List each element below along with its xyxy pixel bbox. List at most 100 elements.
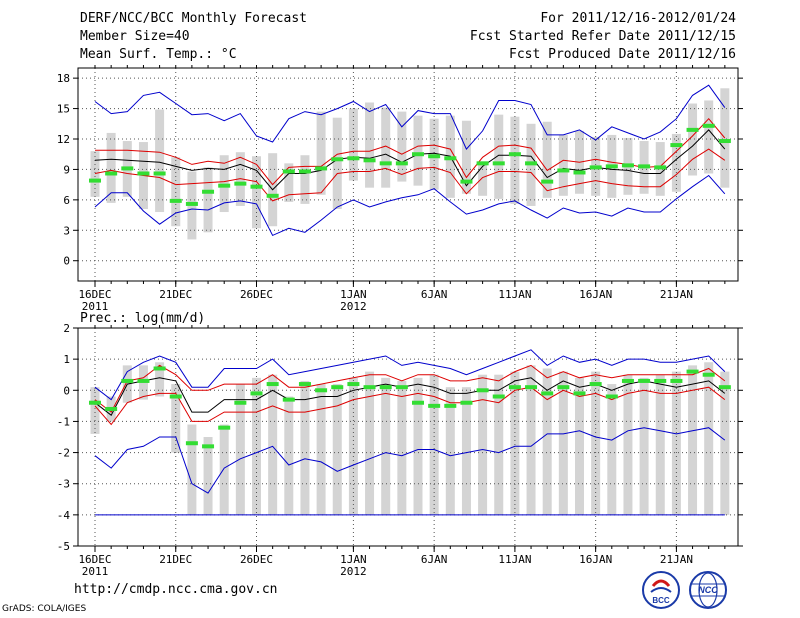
temperature-spread-box-23 (461, 120, 471, 194)
precipitation-median-marker-13 (298, 382, 311, 387)
precipitation-ytick-label-1: 1 (63, 353, 70, 366)
temperature-median-marker-9 (234, 181, 247, 186)
precipitation-spread-box-23 (461, 387, 471, 515)
precipitation-median-marker-29 (557, 385, 570, 390)
precipitation-median-marker-31 (589, 382, 602, 387)
temperature-spread-box-18 (381, 107, 391, 188)
precipitation-median-marker-18 (379, 385, 392, 390)
temperature-spread-box-17 (365, 102, 375, 188)
precipitation-xtick-label-16DEC: 16DEC (78, 553, 111, 566)
temperature-median-marker-33 (621, 163, 634, 168)
precipitation-median-marker-37 (686, 369, 699, 374)
precipitation-spread-box-22 (445, 387, 455, 515)
precipitation-median-marker-9 (234, 400, 247, 405)
temperature-spread-box-14 (316, 111, 326, 195)
precipitation-spread-box-37 (688, 365, 698, 515)
temperature-ytick-label-9: 9 (63, 163, 70, 176)
temperature-median-marker-5 (169, 198, 182, 203)
temperature-median-marker-4 (153, 171, 166, 176)
precipitation-median-marker-16 (347, 382, 360, 387)
temperature-median-marker-19 (395, 161, 408, 166)
temperature-median-marker-6 (185, 201, 198, 206)
precipitation-plot-frame (77, 327, 739, 547)
temperature-median-marker-22 (444, 156, 457, 161)
bcc-logo: BCC (642, 571, 680, 609)
temperature-spread-box-29 (558, 134, 568, 196)
precipitation-ytick-label-0: 0 (63, 384, 70, 397)
temperature-median-marker-7 (202, 189, 215, 194)
precipitation-spread-box-26 (510, 371, 520, 515)
precipitation-spread-box-5 (171, 384, 181, 453)
precipitation-max-line (94, 349, 726, 401)
temperature-median-marker-2 (121, 166, 134, 171)
precipitation-median-marker-32 (605, 394, 618, 399)
precipitation-median-marker-7 (202, 444, 215, 449)
precipitation-median-marker-36 (670, 378, 683, 383)
precipitation-spread-box-8 (219, 424, 229, 515)
temperature-plot-frame (77, 67, 739, 282)
precipitation-median-marker-0 (89, 400, 101, 405)
precipitation-spread-box-20 (413, 377, 423, 515)
precipitation-std-low-line (94, 386, 726, 426)
precipitation-xtick-label-1JAN: 1JAN (340, 553, 367, 566)
precipitation-median-marker-6 (185, 441, 198, 446)
temperature-xtick-label-16JAN: 16JAN (579, 288, 612, 301)
precipitation-median-marker-26 (508, 385, 521, 390)
precipitation-median-marker-22 (444, 403, 457, 408)
temperature-median-marker-38 (702, 123, 715, 128)
precipitation-median-marker-24 (476, 388, 489, 393)
temperature-spread-box-8 (219, 155, 229, 213)
precipitation-spread-box-27 (526, 365, 536, 515)
precipitation-median-marker-2 (121, 378, 134, 383)
temperature-ytick-label-6: 6 (63, 194, 70, 207)
temperature-xsub-label-2011: 2011 (82, 300, 109, 313)
precipitation-xtick-label-6JAN: 6JAN (421, 553, 448, 566)
temperature-median-marker-0 (89, 178, 101, 183)
precipitation-xtick-label-16JAN: 16JAN (579, 553, 612, 566)
precipitation-spread-box-7 (203, 437, 213, 515)
precipitation-median-marker-1 (105, 406, 118, 411)
temperature-median-marker-15 (331, 157, 344, 162)
temperature-median-marker-39 (718, 139, 731, 144)
temperature-median-marker-14 (315, 166, 328, 171)
temperature-ytick-label-3: 3 (63, 224, 70, 237)
temperature-spread-box-38 (704, 100, 714, 174)
forecast-produced-date: Fcst Produced Date 2011/12/16 (509, 47, 736, 62)
precipitation-spread-box-28 (542, 368, 552, 515)
precipitation-ytick-label--1: -1 (57, 415, 70, 428)
temperature-median-marker-18 (379, 161, 392, 166)
precipitation-spread-box-38 (704, 362, 714, 515)
temperature-median-marker-36 (670, 143, 683, 148)
temperature-spread-box-25 (494, 114, 504, 199)
precipitation-median-marker-23 (460, 400, 473, 405)
precipitation-spread-box-29 (558, 371, 568, 515)
temperature-median-marker-32 (605, 164, 618, 169)
temperature-ytick-label-15: 15 (57, 103, 70, 116)
temperature-spread-box-5 (171, 157, 181, 227)
precipitation-xtick-label-26DEC: 26DEC (240, 553, 273, 566)
temperature-median-marker-13 (298, 169, 311, 174)
precipitation-median-marker-3 (137, 378, 150, 383)
precipitation-median-marker-34 (638, 378, 651, 383)
temperature-spread-box-39 (720, 88, 730, 188)
precipitation-mean-line (94, 377, 726, 416)
temperature-xtick-label-26DEC: 26DEC (240, 288, 273, 301)
precipitation-median-marker-33 (621, 378, 634, 383)
precipitation-xsub-label-2012: 2012 (340, 565, 367, 578)
precipitation-median-marker-35 (654, 378, 667, 383)
precipitation-min-line (94, 427, 726, 494)
temperature-median-marker-24 (476, 161, 489, 166)
precipitation-ytick-label--3: -3 (57, 478, 70, 491)
precipitation-panel-title: Prec.: log(mm/d) (80, 311, 205, 326)
temperature-spread-box-15 (332, 117, 342, 209)
temperature-xtick-label-16DEC: 16DEC (78, 288, 111, 301)
precipitation-spread-box-33 (623, 374, 633, 515)
temperature-ytick-label-0: 0 (63, 255, 70, 268)
temperature-xtick-label-21DEC: 21DEC (159, 288, 192, 301)
temperature-max-line (94, 84, 726, 151)
temperature-mean-line (94, 129, 726, 191)
temperature-median-marker-23 (460, 179, 473, 184)
precipitation-median-marker-15 (331, 385, 344, 390)
temperature-xsub-label-2012: 2012 (340, 300, 367, 313)
temperature-median-marker-35 (654, 165, 667, 170)
